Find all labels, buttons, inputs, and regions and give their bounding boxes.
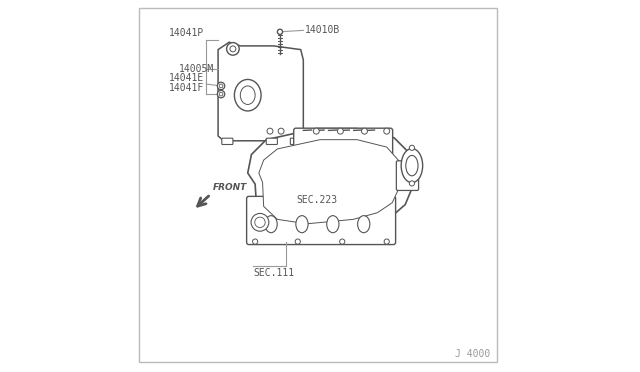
Ellipse shape bbox=[401, 148, 422, 183]
Ellipse shape bbox=[240, 86, 255, 105]
Circle shape bbox=[295, 239, 300, 244]
Polygon shape bbox=[218, 42, 303, 141]
Circle shape bbox=[255, 217, 265, 228]
Circle shape bbox=[253, 239, 258, 244]
Ellipse shape bbox=[327, 216, 339, 233]
Circle shape bbox=[230, 46, 236, 52]
Circle shape bbox=[267, 128, 273, 134]
Circle shape bbox=[384, 128, 390, 134]
Circle shape bbox=[337, 128, 343, 134]
FancyBboxPatch shape bbox=[291, 138, 301, 144]
Polygon shape bbox=[248, 129, 415, 232]
Ellipse shape bbox=[406, 155, 418, 176]
Text: J 4000: J 4000 bbox=[455, 349, 490, 359]
Text: 14041P: 14041P bbox=[169, 29, 204, 38]
FancyBboxPatch shape bbox=[396, 161, 419, 190]
Circle shape bbox=[410, 181, 415, 186]
Circle shape bbox=[278, 128, 284, 134]
FancyBboxPatch shape bbox=[246, 196, 396, 244]
Ellipse shape bbox=[234, 80, 261, 111]
Text: 14005M: 14005M bbox=[179, 64, 214, 74]
Polygon shape bbox=[259, 140, 401, 224]
Text: FRONT: FRONT bbox=[213, 183, 248, 192]
Circle shape bbox=[218, 90, 225, 98]
Circle shape bbox=[219, 92, 223, 96]
FancyBboxPatch shape bbox=[222, 138, 233, 144]
FancyBboxPatch shape bbox=[294, 128, 392, 160]
Text: 14010B: 14010B bbox=[305, 25, 340, 35]
Circle shape bbox=[362, 128, 367, 134]
Ellipse shape bbox=[265, 216, 277, 233]
Circle shape bbox=[410, 145, 415, 150]
Circle shape bbox=[227, 42, 239, 55]
Circle shape bbox=[384, 239, 389, 244]
Ellipse shape bbox=[296, 216, 308, 233]
Ellipse shape bbox=[358, 216, 370, 233]
Text: 14041E: 14041E bbox=[169, 73, 204, 83]
Circle shape bbox=[314, 128, 319, 134]
Circle shape bbox=[251, 214, 269, 231]
FancyBboxPatch shape bbox=[266, 138, 277, 144]
Text: 14041F: 14041F bbox=[169, 83, 204, 93]
Circle shape bbox=[219, 84, 223, 88]
Circle shape bbox=[340, 239, 345, 244]
Text: SEC.111: SEC.111 bbox=[253, 268, 294, 278]
Circle shape bbox=[218, 82, 225, 90]
Text: SEC.223: SEC.223 bbox=[296, 195, 337, 205]
Circle shape bbox=[277, 29, 283, 35]
